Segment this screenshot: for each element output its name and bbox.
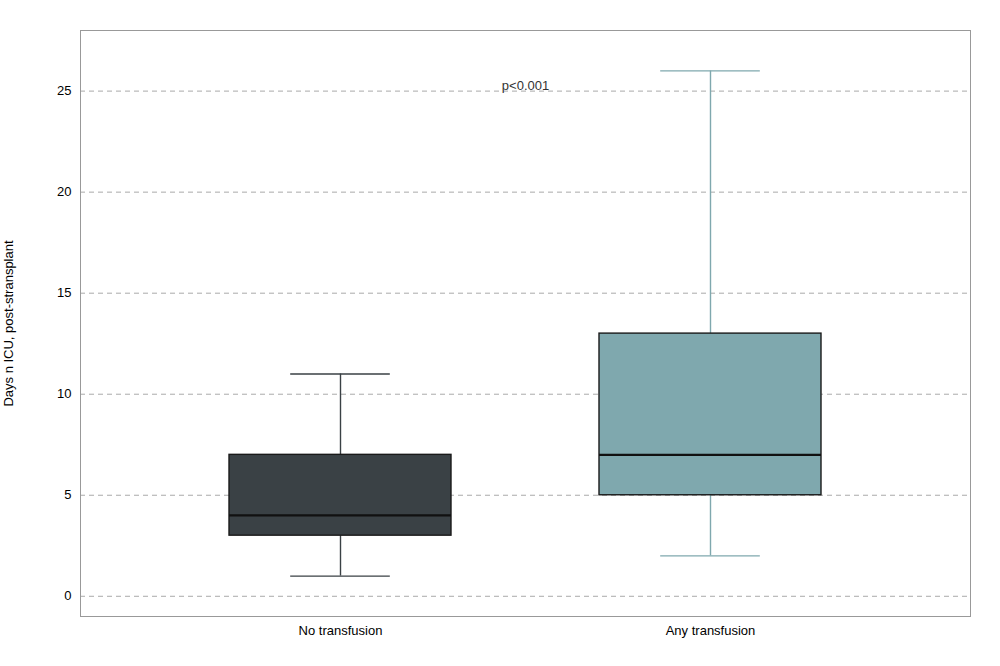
svg-text:Any transfusion: Any transfusion: [666, 623, 756, 638]
svg-text:10: 10: [57, 386, 71, 401]
svg-text:p<0.001: p<0.001: [502, 78, 549, 93]
svg-text:20: 20: [57, 184, 71, 199]
svg-text:25: 25: [57, 83, 71, 98]
svg-text:5: 5: [64, 487, 71, 502]
svg-text:Days n ICU, post-stransplant: Days n ICU, post-stransplant: [1, 240, 16, 407]
svg-text:0: 0: [64, 588, 71, 603]
svg-text:15: 15: [57, 285, 71, 300]
svg-text:No transfusion: No transfusion: [299, 623, 383, 638]
